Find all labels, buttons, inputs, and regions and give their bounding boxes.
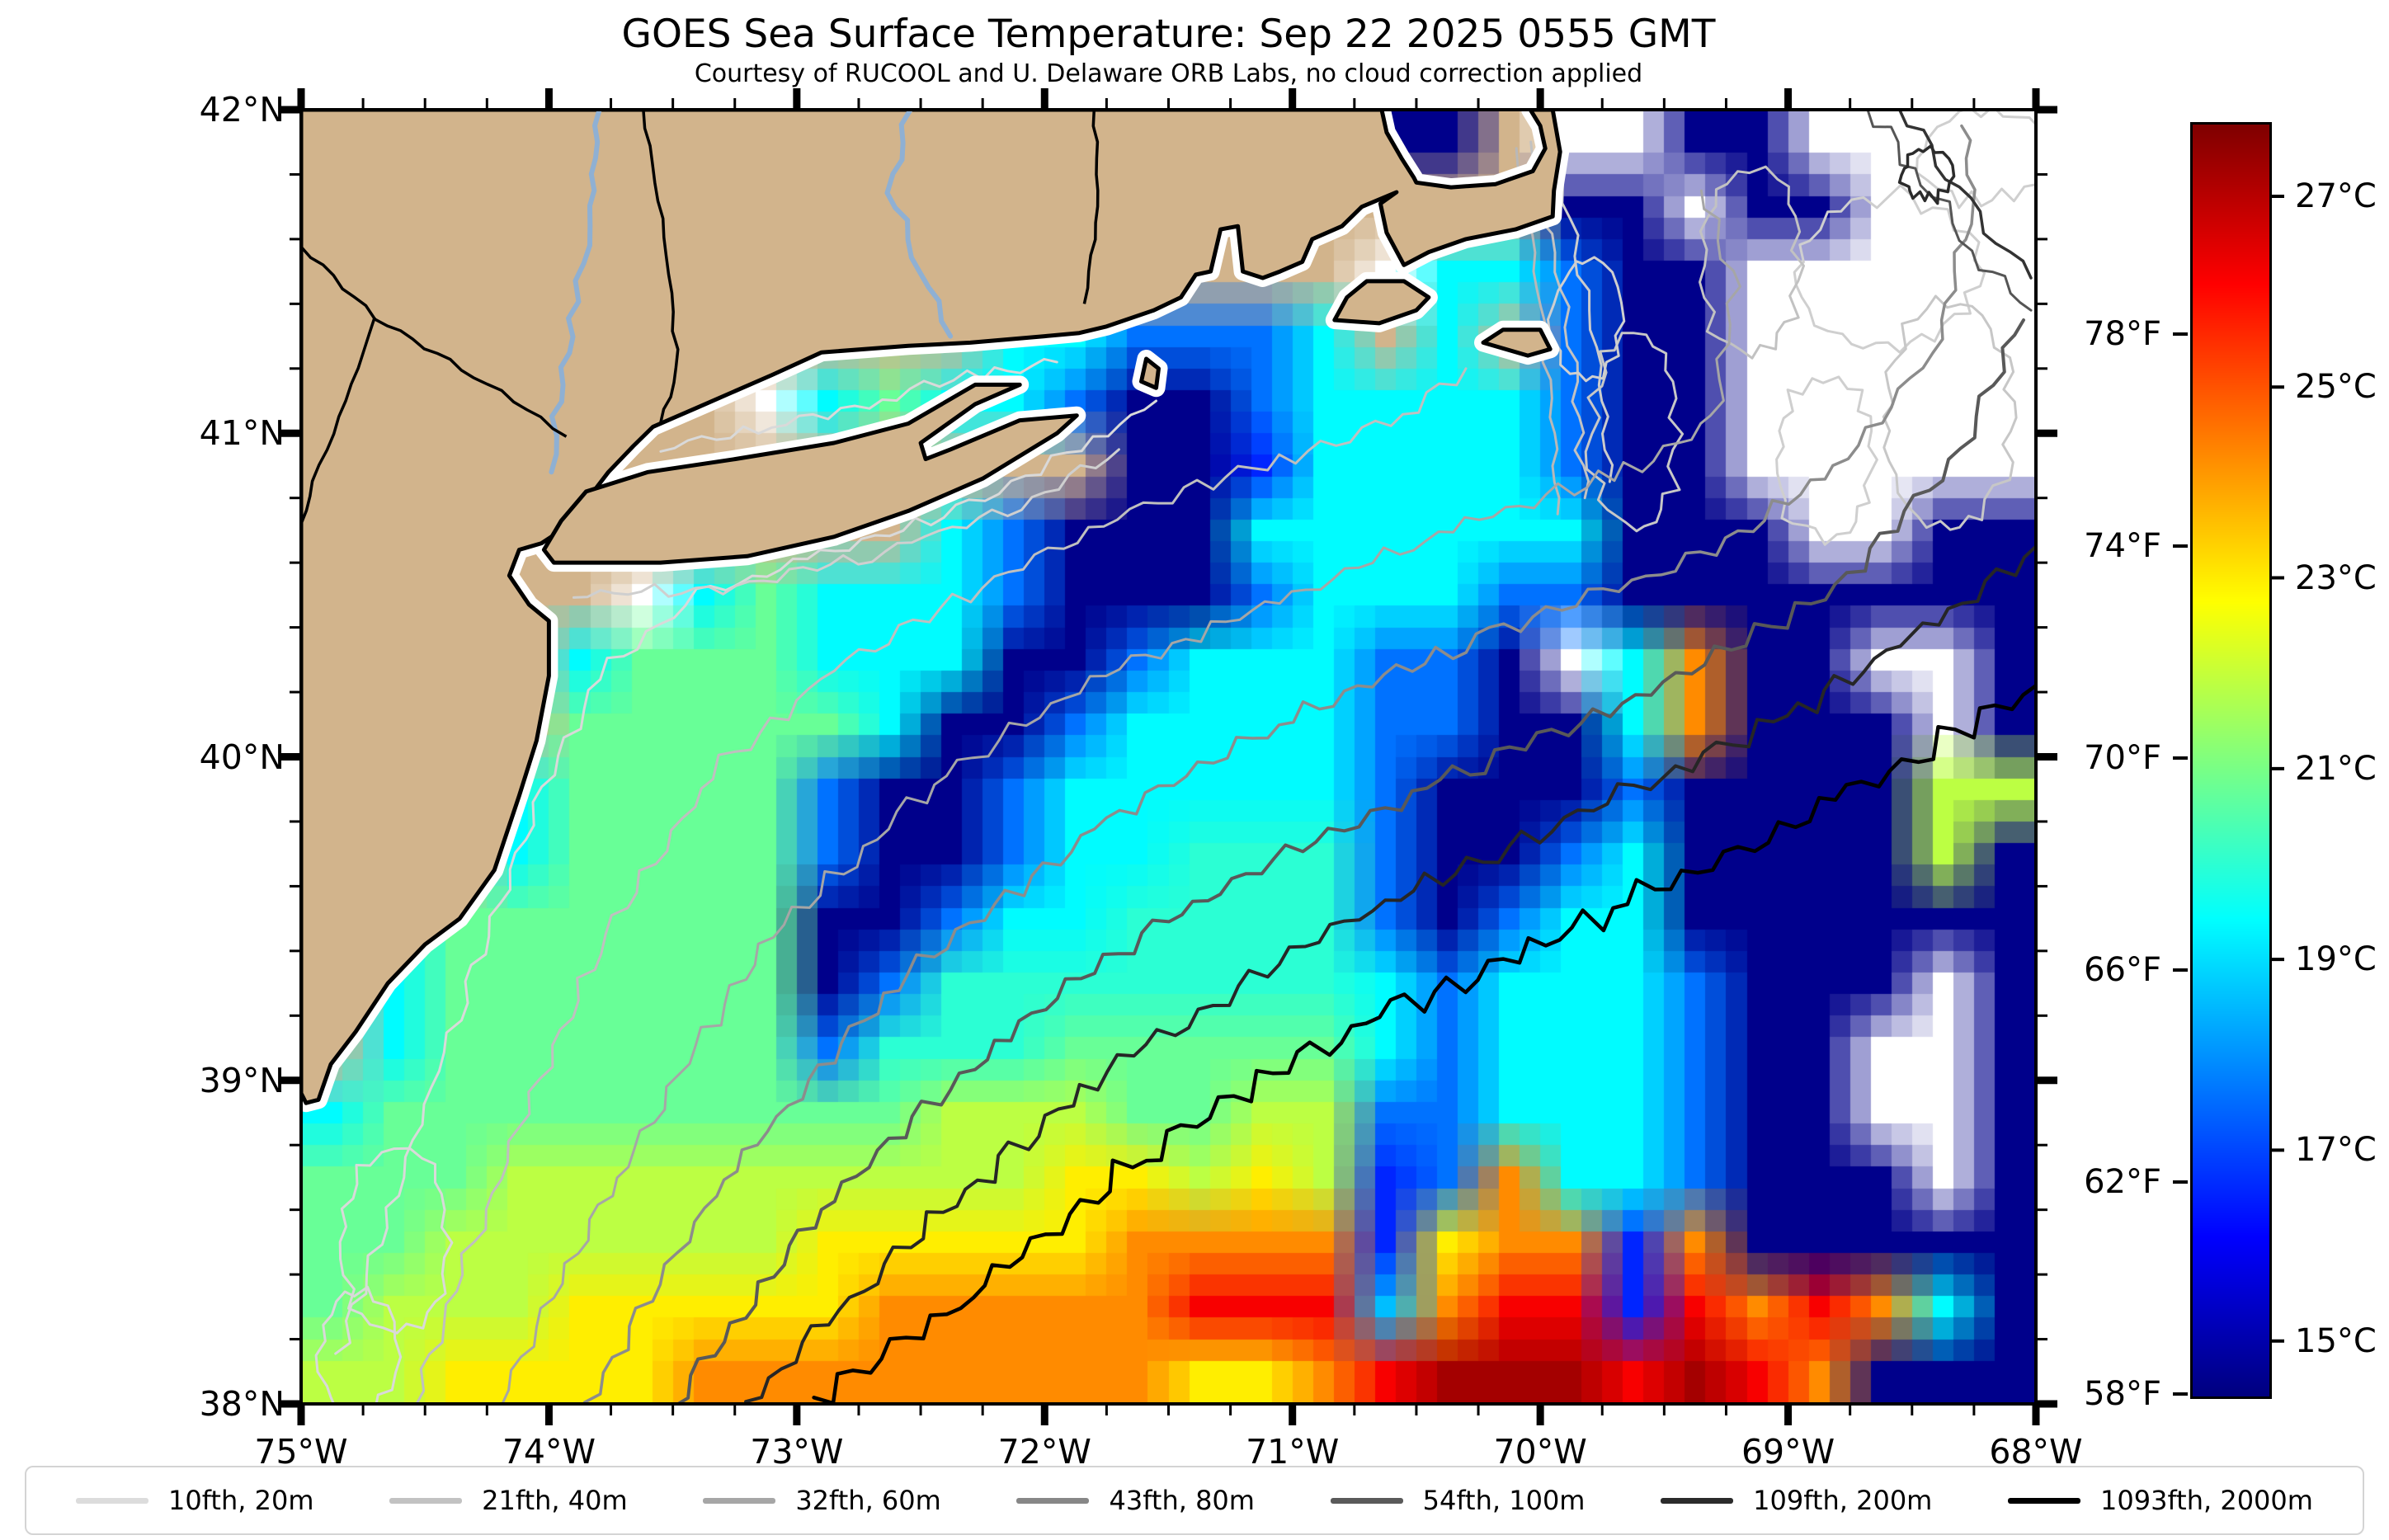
bathymetry-contour-10fth-delaware-blob2 xyxy=(314,1285,403,1404)
x-tick-label: 73°W xyxy=(750,1432,844,1472)
x-tick-label: 68°W xyxy=(1989,1432,2083,1472)
landmass-nantucket xyxy=(1481,327,1553,358)
bathymetry-contour-109fth-200m xyxy=(744,544,2036,1404)
bathymetry-contour-10fth-li-south xyxy=(573,448,1120,599)
state-border-3 xyxy=(301,317,376,525)
y-tick-label: 41°N xyxy=(199,413,285,454)
landmass-long_island xyxy=(541,382,1079,565)
colorbar-gradient xyxy=(2190,122,2272,1399)
bathymetry-contour-bank-blob-3 xyxy=(1775,375,1878,546)
bathymetry-legend: 10fth, 20m 21fth, 40m 32fth, 60m 43fth, 80m… xyxy=(25,1466,2364,1535)
legend-item: 10fth, 20m xyxy=(76,1485,313,1516)
bathymetry-contour-1093fth-2000m xyxy=(812,683,2036,1404)
legend-item: 32fth, 60m xyxy=(703,1485,941,1516)
legend-item: 109fth, 200m xyxy=(1661,1485,1932,1516)
landmass-block_island xyxy=(1139,356,1161,390)
bathymetry-contour-21fth-40m xyxy=(415,367,1468,1404)
legend-line-swatch xyxy=(703,1497,776,1504)
bathymetry-contour-bank-blob-2 xyxy=(1882,294,2018,531)
bathymetry-contour-bank-blob-1 xyxy=(1793,184,1986,354)
bathymetry-contour-ne-channel-2 xyxy=(1866,110,2033,312)
colorbar-label-fahrenheit: 58°F xyxy=(2084,1374,2161,1413)
colorbar-label-celsius: 27°C xyxy=(2295,177,2377,215)
legend-line-swatch xyxy=(2008,1497,2081,1504)
bathymetry-contour-ne-channel-1 xyxy=(1897,110,2033,280)
state-border-0 xyxy=(642,110,680,424)
bathymetry-contour-ne-channel-blob xyxy=(1897,144,1956,205)
x-tick-label: 74°W xyxy=(502,1432,596,1472)
state-border-1 xyxy=(1082,110,1100,304)
x-tick-label: 69°W xyxy=(1741,1432,1835,1472)
x-tick-label: 72°W xyxy=(997,1432,1091,1472)
y-tick-label: 39°N xyxy=(199,1060,285,1100)
x-tick-label: 75°W xyxy=(254,1432,348,1472)
colorbar-label-celsius: 23°C xyxy=(2295,558,2377,597)
river-1 xyxy=(884,110,954,339)
bathymetry-contour-bank-blob-5 xyxy=(1915,110,2036,210)
colorbar-label-celsius: 17°C xyxy=(2295,1131,2377,1170)
figure-subtitle: Courtesy of RUCOOL and U. Delaware ORB L… xyxy=(694,59,1643,88)
bathymetry-contour-54fth-100m xyxy=(675,318,2025,1404)
map-layers xyxy=(301,110,2036,1404)
landmass-mainland xyxy=(301,110,1562,1105)
legend-label: 10fth, 20m xyxy=(168,1485,314,1516)
colorbar-label-celsius: 15°C xyxy=(2295,1321,2377,1360)
river-0 xyxy=(549,110,602,475)
legend-item: 43fth, 80m xyxy=(1016,1485,1255,1516)
colorbar-label-fahrenheit: 70°F xyxy=(2084,738,2161,777)
legend-label: 54fth, 100m xyxy=(1422,1485,1586,1516)
colorbar-label-fahrenheit: 74°F xyxy=(2084,527,2161,565)
y-tick-label: 38°N xyxy=(199,1384,285,1424)
colorbar-label-fahrenheit: 62°F xyxy=(2084,1162,2161,1201)
legend-line-swatch xyxy=(389,1497,463,1504)
legend-label: 32fth, 60m xyxy=(795,1485,941,1516)
bathymetry-contour-43fth-80m xyxy=(582,124,1977,1404)
bathymetry-contour-32fth-60m xyxy=(501,189,1741,1404)
colorbar-label-celsius: 25°C xyxy=(2295,368,2377,407)
legend-label: 1093fth, 2000m xyxy=(2100,1485,2313,1516)
legend-label: 109fth, 200m xyxy=(1753,1485,1933,1516)
legend-line-swatch xyxy=(1016,1497,1090,1504)
landmass-marthas_vineyard xyxy=(1332,279,1431,326)
x-tick-label: 71°W xyxy=(1246,1432,1340,1472)
bathymetry-contour-bank-blob-4 xyxy=(1699,165,1805,360)
figure-title: GOES Sea Surface Temperature: Sep 22 202… xyxy=(621,12,1716,57)
legend-item: 54fth, 100m xyxy=(1330,1485,1586,1516)
bathymetry-contour-shoals-blob-1 xyxy=(1584,332,1685,533)
state-border-2 xyxy=(301,245,568,438)
colorbar-label-celsius: 21°C xyxy=(2295,749,2377,788)
colorbar-label-celsius: 19°C xyxy=(2295,940,2377,979)
legend-item: 21fth, 40m xyxy=(389,1485,628,1516)
y-tick-label: 40°N xyxy=(199,737,285,777)
legend-label: 43fth, 80m xyxy=(1109,1485,1255,1516)
legend-line-swatch xyxy=(1661,1497,1734,1504)
bathymetry-contour-10fth-delaware-blob xyxy=(338,1147,454,1335)
legend-item: 1093fth, 2000m xyxy=(2008,1485,2313,1516)
colorbar-label-fahrenheit: 66°F xyxy=(2084,950,2161,989)
legend-line-swatch xyxy=(76,1497,148,1504)
bathymetry-contour-10fth-nearshore-nj xyxy=(334,399,1157,1355)
legend-line-swatch xyxy=(1330,1497,1403,1504)
legend-label: 21fth, 40m xyxy=(482,1485,628,1516)
bathymetry-contour-10fth-li-sound xyxy=(659,357,1058,453)
colorbar-label-fahrenheit: 78°F xyxy=(2084,315,2161,353)
bathymetry-contour-shoals-blob-2 xyxy=(1547,256,1626,383)
y-tick-label: 42°N xyxy=(199,90,285,130)
x-tick-label: 70°W xyxy=(1493,1432,1587,1472)
